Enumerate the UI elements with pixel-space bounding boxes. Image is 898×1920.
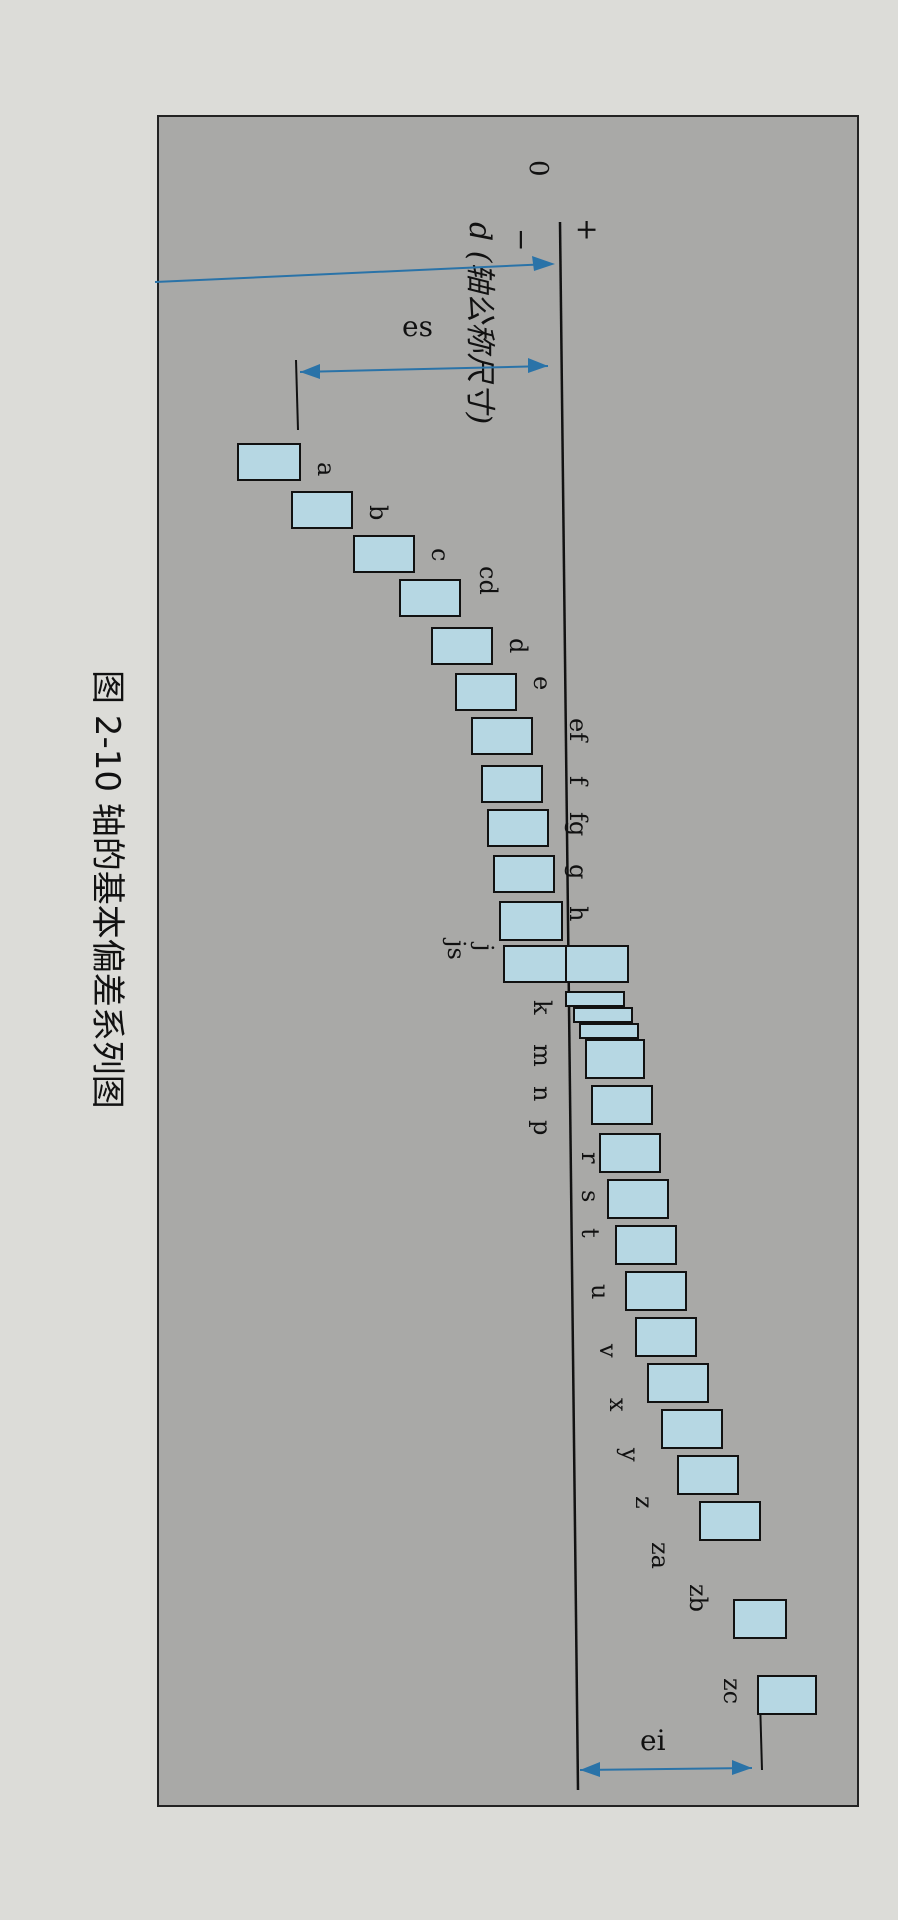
- bar-d: [431, 627, 493, 665]
- label-p: p: [528, 1120, 556, 1135]
- label-z: z: [630, 1496, 658, 1509]
- bar-z: [661, 1409, 723, 1449]
- label-g: g: [564, 864, 592, 879]
- dimension-label: d (轴公称尺寸): [462, 222, 497, 424]
- bar-a: [237, 443, 301, 481]
- bar-js-upper: [503, 945, 567, 983]
- label-n: n: [528, 1086, 556, 1101]
- label-za: za: [646, 1542, 674, 1569]
- bar-cd: [399, 579, 461, 617]
- label-ef: ef: [564, 718, 592, 743]
- plus-sign: +: [571, 218, 604, 241]
- ei-arrow: [579, 1767, 753, 1771]
- ei-label: ei: [640, 1724, 666, 1757]
- zero-label: 0: [523, 160, 553, 177]
- label-fg: fg: [564, 812, 592, 836]
- bar-v: [625, 1271, 687, 1311]
- label-x: x: [604, 1398, 632, 1412]
- bar-x: [635, 1317, 697, 1357]
- dimension-arrow: [154, 263, 551, 283]
- bar-e: [455, 673, 517, 711]
- figure-caption: 图 2-10 轴的基本偏差系列图: [87, 670, 127, 1109]
- ei-arrowhead-left: [580, 1762, 600, 1777]
- dimension-arrowhead: [532, 256, 555, 271]
- label-h: h: [564, 906, 592, 921]
- label-v: v: [594, 1343, 622, 1358]
- label-m: m: [528, 1044, 556, 1067]
- bar-h: [499, 901, 563, 941]
- ei-arrowhead-right: [732, 1760, 752, 1775]
- label-js: js: [442, 937, 470, 960]
- label-b: b: [364, 505, 392, 520]
- bar-s: [599, 1133, 661, 1173]
- bar-js-lower: [565, 945, 629, 983]
- label-u: u: [586, 1284, 614, 1299]
- bar-f: [481, 765, 543, 803]
- label-c: c: [426, 548, 454, 561]
- bar-c: [353, 535, 415, 573]
- minus-sign: −: [505, 228, 538, 251]
- label-r: r: [576, 1152, 604, 1164]
- bar-n: [579, 1023, 639, 1039]
- bar-za: [677, 1455, 739, 1495]
- bar-b: [291, 491, 353, 529]
- bar-p: [585, 1039, 645, 1079]
- label-y: y: [616, 1447, 644, 1462]
- es-extension-line: [295, 359, 299, 431]
- bar-zc-upper: [733, 1599, 787, 1639]
- es-label: es: [402, 310, 433, 343]
- label-zc: zc: [718, 1678, 746, 1704]
- label-zb: zb: [684, 1584, 712, 1612]
- label-d: d: [504, 638, 532, 653]
- bar-t: [607, 1179, 669, 1219]
- lower-deviation-bars: [565, 991, 817, 1715]
- bar-r: [591, 1085, 653, 1125]
- bar-fg: [487, 809, 549, 847]
- label-s: s: [576, 1190, 604, 1202]
- bar-m: [573, 1007, 633, 1023]
- label-cd: cd: [474, 566, 502, 595]
- label-e: e: [528, 676, 556, 690]
- bar-k: [565, 991, 625, 1007]
- bar-zb: [699, 1501, 761, 1541]
- bar-zc: [757, 1675, 817, 1715]
- label-k: k: [528, 1000, 556, 1015]
- label-j: j: [470, 941, 498, 951]
- es-arrowhead-left: [300, 364, 320, 379]
- label-t: t: [576, 1228, 604, 1238]
- bar-u: [615, 1225, 677, 1265]
- bar-y: [647, 1363, 709, 1403]
- label-f: f: [564, 776, 592, 787]
- es-arrowhead-right: [528, 358, 548, 373]
- bar-ef: [471, 717, 533, 755]
- label-a: a: [312, 462, 340, 476]
- bar-g: [493, 855, 555, 893]
- upper-deviation-bars: [237, 443, 563, 941]
- es-arrow: [299, 365, 549, 373]
